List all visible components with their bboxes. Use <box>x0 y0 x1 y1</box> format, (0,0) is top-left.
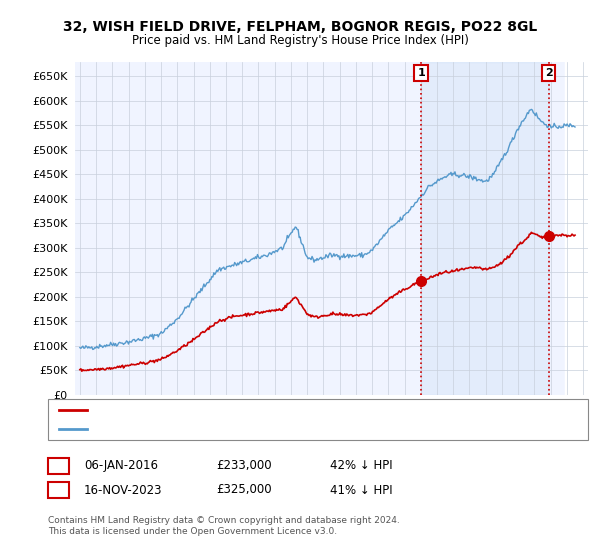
Text: HPI: Average price, detached house, Arun: HPI: Average price, detached house, Arun <box>93 424 311 433</box>
Text: 1: 1 <box>417 68 425 78</box>
Text: 2: 2 <box>545 68 553 78</box>
Text: 32, WISH FIELD DRIVE, FELPHAM, BOGNOR REGIS, PO22 8GL: 32, WISH FIELD DRIVE, FELPHAM, BOGNOR RE… <box>63 20 537 34</box>
Text: 16-NOV-2023: 16-NOV-2023 <box>84 483 163 497</box>
Text: 32, WISH FIELD DRIVE, FELPHAM, BOGNOR REGIS, PO22 8GL (detached house): 32, WISH FIELD DRIVE, FELPHAM, BOGNOR RE… <box>93 405 503 415</box>
Text: Contains HM Land Registry data © Crown copyright and database right 2024.
This d: Contains HM Land Registry data © Crown c… <box>48 516 400 536</box>
Text: 1: 1 <box>54 459 63 473</box>
Bar <box>421 62 549 395</box>
Text: £233,000: £233,000 <box>216 459 272 473</box>
Text: Price paid vs. HM Land Registry's House Price Index (HPI): Price paid vs. HM Land Registry's House … <box>131 34 469 46</box>
Text: 2: 2 <box>54 483 63 497</box>
Bar <box>565 62 600 395</box>
Text: £325,000: £325,000 <box>216 483 272 497</box>
Text: 06-JAN-2016: 06-JAN-2016 <box>84 459 158 473</box>
Text: 42% ↓ HPI: 42% ↓ HPI <box>330 459 392 473</box>
Text: 41% ↓ HPI: 41% ↓ HPI <box>330 483 392 497</box>
